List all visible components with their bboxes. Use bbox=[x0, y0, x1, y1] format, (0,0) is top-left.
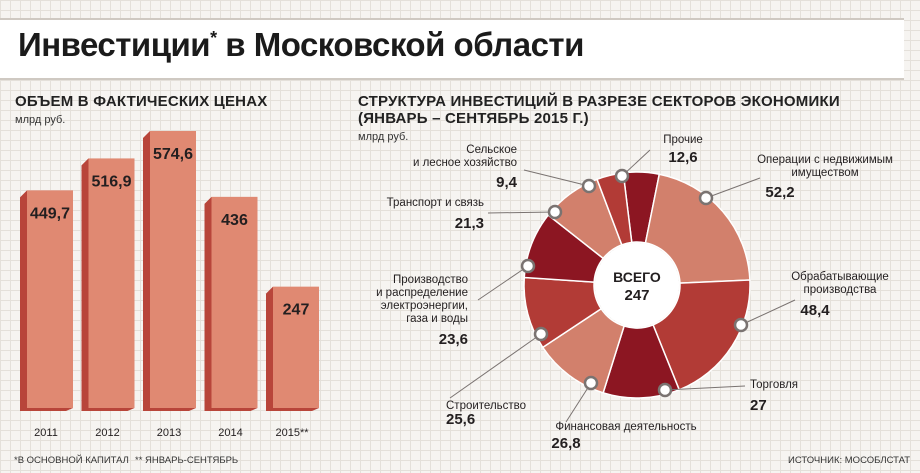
leader-line bbox=[565, 382, 592, 423]
leader-dot bbox=[547, 204, 563, 220]
leader-line bbox=[740, 299, 796, 326]
slice-value-label: 48,4 bbox=[800, 302, 830, 319]
bar-side-2013 bbox=[143, 131, 150, 411]
slice-value-label: 52,2 bbox=[765, 184, 794, 201]
slice-value-label: 23,6 bbox=[439, 331, 468, 348]
leader-dot bbox=[520, 258, 536, 274]
bar-chart-heading: ОБЪЕМ В ФАКТИЧЕСКИХ ЦЕНАХ bbox=[15, 93, 268, 110]
bar-base-2011 bbox=[20, 408, 73, 411]
leader-line bbox=[664, 385, 746, 391]
bar-value-label: 449,7 bbox=[30, 205, 70, 222]
x-tick-label: 2013 bbox=[157, 427, 181, 439]
x-tick-label: 2015** bbox=[275, 427, 309, 439]
slice-name-label: электроэнергии, bbox=[381, 300, 468, 312]
page-title: Инвестиции* в Московской области bbox=[18, 26, 584, 64]
slice-name-label: Производство bbox=[393, 274, 468, 286]
leader-line bbox=[449, 333, 542, 399]
bar-value-label: 574,6 bbox=[153, 146, 193, 163]
slice-name-label: имуществом bbox=[791, 167, 858, 179]
bar-2011 bbox=[27, 190, 73, 408]
donut-chart-heading-line2: (ЯНВАРЬ – СЕНТЯБРЬ 2015 Г.) bbox=[358, 110, 589, 127]
bar-side-2014 bbox=[204, 196, 212, 411]
bar-side-2015** bbox=[266, 286, 273, 411]
slice-name-label: Финансовая деятельность bbox=[555, 421, 696, 433]
bar-2014 bbox=[211, 196, 258, 408]
donut-hole bbox=[595, 243, 679, 327]
bar-base-2014 bbox=[204, 408, 258, 411]
donut-slice bbox=[596, 172, 633, 246]
slice-name-label: Прочие bbox=[663, 134, 703, 146]
donut-center-label: ВСЕГО bbox=[613, 269, 661, 285]
leader-dot bbox=[733, 317, 749, 333]
donut-center-value: 247 bbox=[624, 287, 649, 304]
leader-line bbox=[487, 211, 556, 214]
x-tick-label: 2011 bbox=[34, 427, 58, 439]
leader-line bbox=[477, 265, 529, 301]
bar-value-label: 247 bbox=[283, 302, 310, 319]
leader-dot bbox=[583, 375, 599, 391]
slice-value-label: 27 bbox=[750, 397, 767, 414]
donut-chart-unit: млрд руб. bbox=[358, 131, 409, 143]
title-main: Инвестиции bbox=[18, 26, 211, 63]
title-asterisk: * bbox=[210, 28, 217, 48]
donut-chart-heading-line1: СТРУКТУРА ИНВЕСТИЦИЙ В РАЗРЕЗЕ СЕКТОРОВ … bbox=[358, 93, 840, 110]
slice-name-label: Торговля bbox=[750, 379, 798, 391]
leader-line bbox=[523, 169, 590, 187]
slice-value-label: 26,8 bbox=[551, 435, 580, 452]
title-rest: в Московской области bbox=[216, 26, 584, 63]
bar-base-2013 bbox=[143, 408, 196, 411]
bar-side-2012 bbox=[81, 158, 89, 411]
leader-line bbox=[705, 177, 761, 199]
x-tick-label: 2014 bbox=[218, 427, 242, 439]
slice-name-label: Операции с недвижимым bbox=[757, 154, 893, 166]
slice-name-label: Строительство bbox=[446, 400, 526, 412]
leader-dot bbox=[698, 190, 714, 206]
x-tick-label: 2012 bbox=[95, 427, 119, 439]
bar-side-2011 bbox=[20, 190, 27, 411]
bar-2012 bbox=[88, 158, 135, 408]
bar-chart-unit: млрд руб. bbox=[15, 114, 66, 126]
donut-slice bbox=[652, 279, 751, 391]
slice-name-label: и лесное хозяйство bbox=[413, 157, 517, 169]
footnote-capital: *В ОСНОВНОЙ КАПИТАЛ bbox=[14, 455, 129, 466]
bar-value-label: 516,9 bbox=[91, 173, 131, 190]
slice-name-label: Обрабатывающие bbox=[791, 271, 889, 283]
slice-value-label: 25,6 bbox=[446, 411, 475, 428]
slice-value-label: 21,3 bbox=[455, 215, 484, 232]
slice-name-label: производства bbox=[804, 284, 878, 296]
leader-dot bbox=[581, 178, 597, 194]
donut-slice bbox=[644, 173, 751, 284]
slice-name-label: Сельское bbox=[466, 144, 517, 156]
bar-2015** bbox=[273, 286, 319, 408]
slice-name-label: и распределение bbox=[376, 287, 468, 299]
slice-value-label: 9,4 bbox=[496, 174, 518, 191]
slice-name-label: газа и воды bbox=[406, 313, 468, 325]
bar-base-2015** bbox=[266, 408, 319, 411]
leader-dot bbox=[657, 382, 673, 398]
source-note: ИСТОЧНИК: МОСОБЛСТАТ bbox=[788, 455, 911, 466]
slice-value-label: 12,6 bbox=[668, 149, 697, 166]
bar-value-label: 436 bbox=[221, 212, 248, 229]
bar-2013 bbox=[150, 131, 196, 408]
slice-name-label: Транспорт и связь bbox=[387, 197, 484, 209]
leader-dot bbox=[614, 168, 630, 184]
title-banner bbox=[0, 18, 904, 80]
leader-dot bbox=[533, 326, 549, 342]
footnote-period: ** ЯНВАРЬ-СЕНТЯБРЬ bbox=[135, 455, 239, 466]
bar-base-2012 bbox=[81, 408, 135, 411]
